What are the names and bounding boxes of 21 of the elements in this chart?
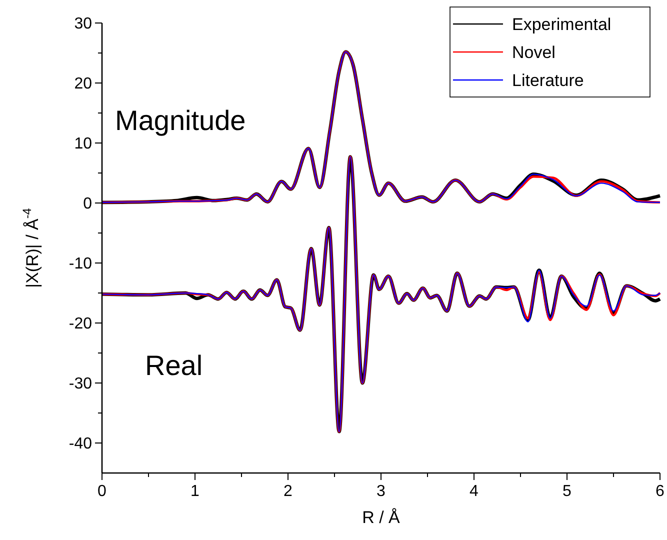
y-tick-label: 20	[74, 76, 92, 93]
x-tick-label: 1	[190, 483, 200, 500]
legend-label: Experimental	[512, 14, 612, 34]
x-axis-title: R / Å	[362, 508, 401, 527]
annotation: Magnitude	[115, 105, 246, 136]
y-tick-label: 0	[83, 196, 92, 213]
x-tick-label: 5	[562, 483, 572, 500]
x-tick-label: 3	[376, 483, 386, 500]
y-tick-label: -40	[68, 436, 92, 453]
x-tick-label: 6	[656, 483, 665, 500]
legend-label: Novel	[512, 42, 556, 62]
y-tick-label: 30	[74, 16, 92, 33]
y-tick-label: -20	[68, 316, 92, 333]
x-tick-label: 2	[284, 483, 293, 500]
x-tick-label: 0	[98, 483, 107, 500]
y-tick-label: -10	[68, 256, 92, 273]
x-tick-label: 4	[470, 483, 479, 500]
y-tick-label: -30	[68, 376, 92, 393]
legend-label: Literature	[512, 70, 584, 90]
annotation: Real	[145, 350, 203, 381]
y-tick-label: 10	[74, 136, 92, 153]
